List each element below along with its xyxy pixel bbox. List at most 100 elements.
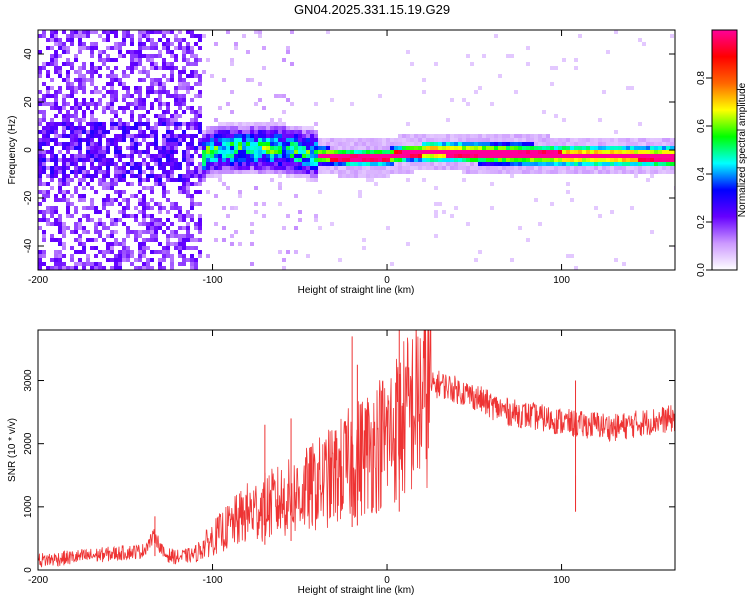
heatmap-cell-1062 <box>158 150 162 154</box>
heatmap-cell-2012 <box>354 174 358 178</box>
heatmap-cell-2314 <box>470 62 474 66</box>
heatmap-cell-1913 <box>318 146 322 150</box>
heatmap-cell-1655 <box>254 122 258 126</box>
heatmap-cell-2525 <box>542 166 546 170</box>
heatmap-cell-2145 <box>406 142 410 146</box>
heatmap-cell-2846 <box>670 146 674 150</box>
heatmap-cell-1295 <box>182 246 186 250</box>
heatmap-cell-1518 <box>222 78 226 82</box>
heatmap-cell-2128 <box>398 162 402 166</box>
heatmap-cell-860 <box>138 42 142 46</box>
heatmap-cell-230 <box>62 182 66 186</box>
heatmap-cell-1934 <box>326 146 330 150</box>
heatmap-cell-1465 <box>206 166 210 170</box>
heatmap-cell-13 <box>38 142 42 146</box>
heatmap-cell-1395 <box>194 190 198 194</box>
heatmap-cell-2156 <box>410 134 414 138</box>
heatmap-cell-110 <box>50 126 54 130</box>
heatmap-cell-525 <box>94 266 98 270</box>
heatmap-cell-2091 <box>386 138 390 142</box>
heatmap-cell-2637 <box>586 150 590 154</box>
heatmap-cell-937 <box>142 254 146 258</box>
heatmap-cell-2148 <box>406 154 410 158</box>
heatmap-cell-1169 <box>170 118 174 122</box>
heatmap-cell-2610 <box>574 158 578 162</box>
heatmap-cell-1862 <box>302 166 306 170</box>
heatmap-cell-2569 <box>562 58 566 62</box>
heatmap-cell-2408 <box>502 146 506 150</box>
heatmap-cell-718 <box>118 190 122 194</box>
heatmap-cell-688 <box>114 198 118 202</box>
heatmap-cell-2199 <box>426 146 430 150</box>
heatmap-cell-1548 <box>226 162 230 166</box>
heatmap-cell-2448 <box>514 166 518 170</box>
heatmap-cell-1267 <box>182 58 186 62</box>
heatmap-cell-2475 <box>526 142 530 146</box>
heatmap-cell-1693 <box>262 130 266 134</box>
heatmap-cell-2287 <box>458 162 462 166</box>
heatmap-cell-1010 <box>150 250 154 254</box>
heatmap-cell-1625 <box>246 134 250 138</box>
heatmap-cell-1557 <box>230 122 234 126</box>
heatmap-cell-1307 <box>186 86 190 90</box>
heatmap-cell-2097 <box>386 162 390 166</box>
heatmap-cell-470 <box>90 122 94 126</box>
heatmap-cell-229 <box>62 178 66 182</box>
heatmap-cell-2609 <box>574 154 578 158</box>
heatmap-cell-750 <box>122 170 126 174</box>
heatmap-cell-739 <box>122 98 126 102</box>
heatmap-cell-1095 <box>162 118 166 122</box>
heatmap-cell-2682 <box>602 170 606 174</box>
heatmap-cell-1964 <box>338 150 342 154</box>
heatmap-cell-1393 <box>194 174 198 178</box>
heatmap-cell-2605 <box>574 138 578 142</box>
heatmap-cell-1359 <box>190 174 194 178</box>
heatmap-cell-679 <box>114 150 118 154</box>
heatmap-cell-1722 <box>270 130 274 134</box>
heatmap-cell-953 <box>146 122 150 126</box>
heatmap-cell-1110 <box>162 194 166 198</box>
heatmap-cell-616 <box>106 202 110 206</box>
heatmap-cell-1915 <box>318 154 322 158</box>
heatmap-cell-1734 <box>274 94 278 98</box>
heatmap-cell-2539 <box>550 138 554 142</box>
heatmap-cell-116 <box>50 158 54 162</box>
heatmap-cell-2133 <box>402 142 406 146</box>
heatmap-cell-2078 <box>378 166 382 170</box>
heatmap-cell-2630 <box>582 158 586 162</box>
heatmap-cell-2696 <box>610 150 614 154</box>
heatmap-cell-2582 <box>566 146 570 150</box>
heatmap-cell-546 <box>98 166 102 170</box>
heatmap-cell-1645 <box>250 158 254 162</box>
heatmap-cell-1752 <box>278 130 282 134</box>
heatmap-cell-1770 <box>282 110 286 114</box>
heatmap-cell-2049 <box>370 142 374 146</box>
heatmap-cell-1956 <box>334 154 338 158</box>
heatmap-cell-348 <box>78 30 82 34</box>
heatmap-cell-464 <box>90 90 94 94</box>
heatmap-cell-64 <box>42 234 46 238</box>
heatmap-cell-803 <box>130 70 134 74</box>
heatmap-cell-578 <box>102 178 106 182</box>
heatmap-cell-20 <box>38 170 42 174</box>
heatmap-cell-2443 <box>514 146 518 150</box>
heatmap-cell-1490 <box>214 142 218 146</box>
heatmap-cell-2131 <box>402 134 406 138</box>
heatmap-cell-945 <box>146 58 150 62</box>
heatmap-cell-2598 <box>570 162 574 166</box>
heatmap-cell-2170 <box>414 150 418 154</box>
heatmap-cell-1039 <box>154 222 158 226</box>
heatmap-cell-1511 <box>218 154 222 158</box>
heatmap-cell-1669 <box>254 202 258 206</box>
snr-x-label: Height of straight line (km) <box>298 585 415 596</box>
heatmap-cell-1100 <box>162 146 166 150</box>
heatmap-cell-1179 <box>170 162 174 166</box>
heatmap-cell-1649 <box>250 222 254 226</box>
heatmap-cell-2317 <box>470 142 474 146</box>
heatmap-cell-399 <box>82 98 86 102</box>
spectrogram-ytick-label-0: -40 <box>23 238 34 253</box>
heatmap-cell-220 <box>62 134 66 138</box>
heatmap-cell-1102 <box>162 154 166 158</box>
heatmap-cell-487 <box>90 206 94 210</box>
heatmap-cell-113 <box>50 146 54 150</box>
